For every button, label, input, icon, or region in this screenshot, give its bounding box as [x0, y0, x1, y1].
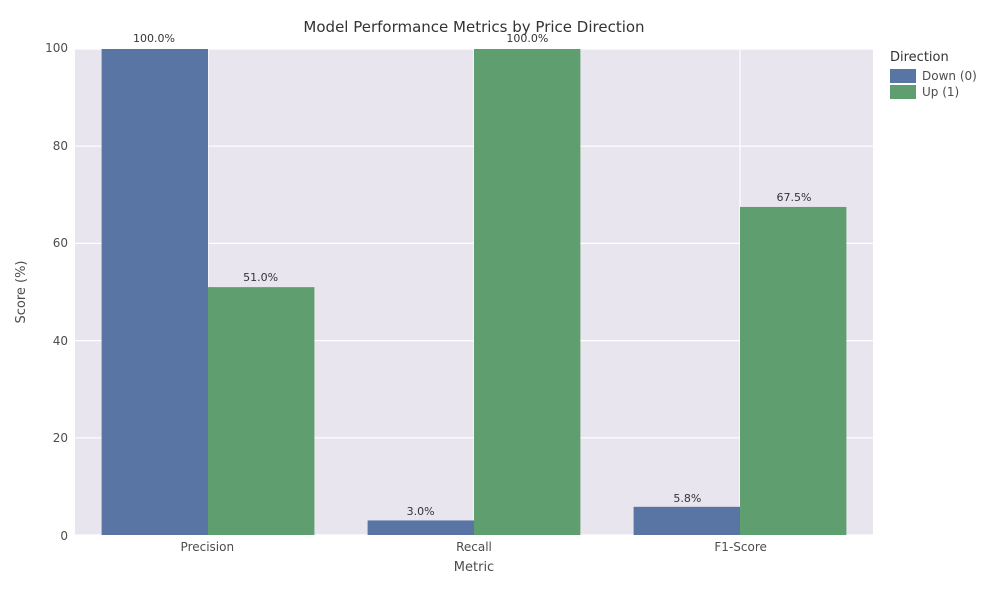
bar-value-label: 51.0%	[191, 272, 331, 283]
plot-background	[75, 49, 873, 535]
legend-title: Direction	[890, 50, 977, 65]
legend-swatch	[890, 69, 916, 83]
legend-item: Up (1)	[890, 85, 977, 99]
y-tick-label: 100	[8, 42, 68, 54]
bar-value-label: 100.0%	[84, 33, 224, 44]
legend-label: Up (1)	[922, 85, 959, 99]
bar	[368, 520, 474, 535]
legend-label: Down (0)	[922, 69, 977, 83]
bar-value-label: 100.0%	[457, 33, 597, 44]
legend-swatch	[890, 85, 916, 99]
bar	[740, 207, 846, 535]
x-tick-label: F1-Score	[641, 540, 841, 554]
y-tick-label: 60	[8, 237, 68, 249]
y-tick-label: 20	[8, 432, 68, 444]
y-tick-label: 80	[8, 140, 68, 152]
bar	[208, 287, 314, 535]
y-tick-label: 0	[8, 530, 68, 542]
bar	[474, 49, 580, 535]
bar	[102, 49, 208, 535]
legend: Direction Down (0) Up (1)	[884, 46, 983, 105]
x-axis-label: Metric	[74, 560, 874, 575]
bar-value-label: 3.0%	[351, 506, 491, 517]
x-tick-label: Precision	[107, 540, 307, 554]
plot-area	[74, 48, 874, 536]
legend-item: Down (0)	[890, 69, 977, 83]
y-axis-label: Score (%)	[14, 48, 34, 536]
bar	[634, 507, 740, 535]
x-tick-label: Recall	[374, 540, 574, 554]
chart-figure: Model Performance Metrics by Price Direc…	[0, 0, 1000, 600]
bar-value-label: 5.8%	[617, 493, 757, 504]
y-tick-label: 40	[8, 335, 68, 347]
bar-value-label: 67.5%	[724, 192, 864, 203]
